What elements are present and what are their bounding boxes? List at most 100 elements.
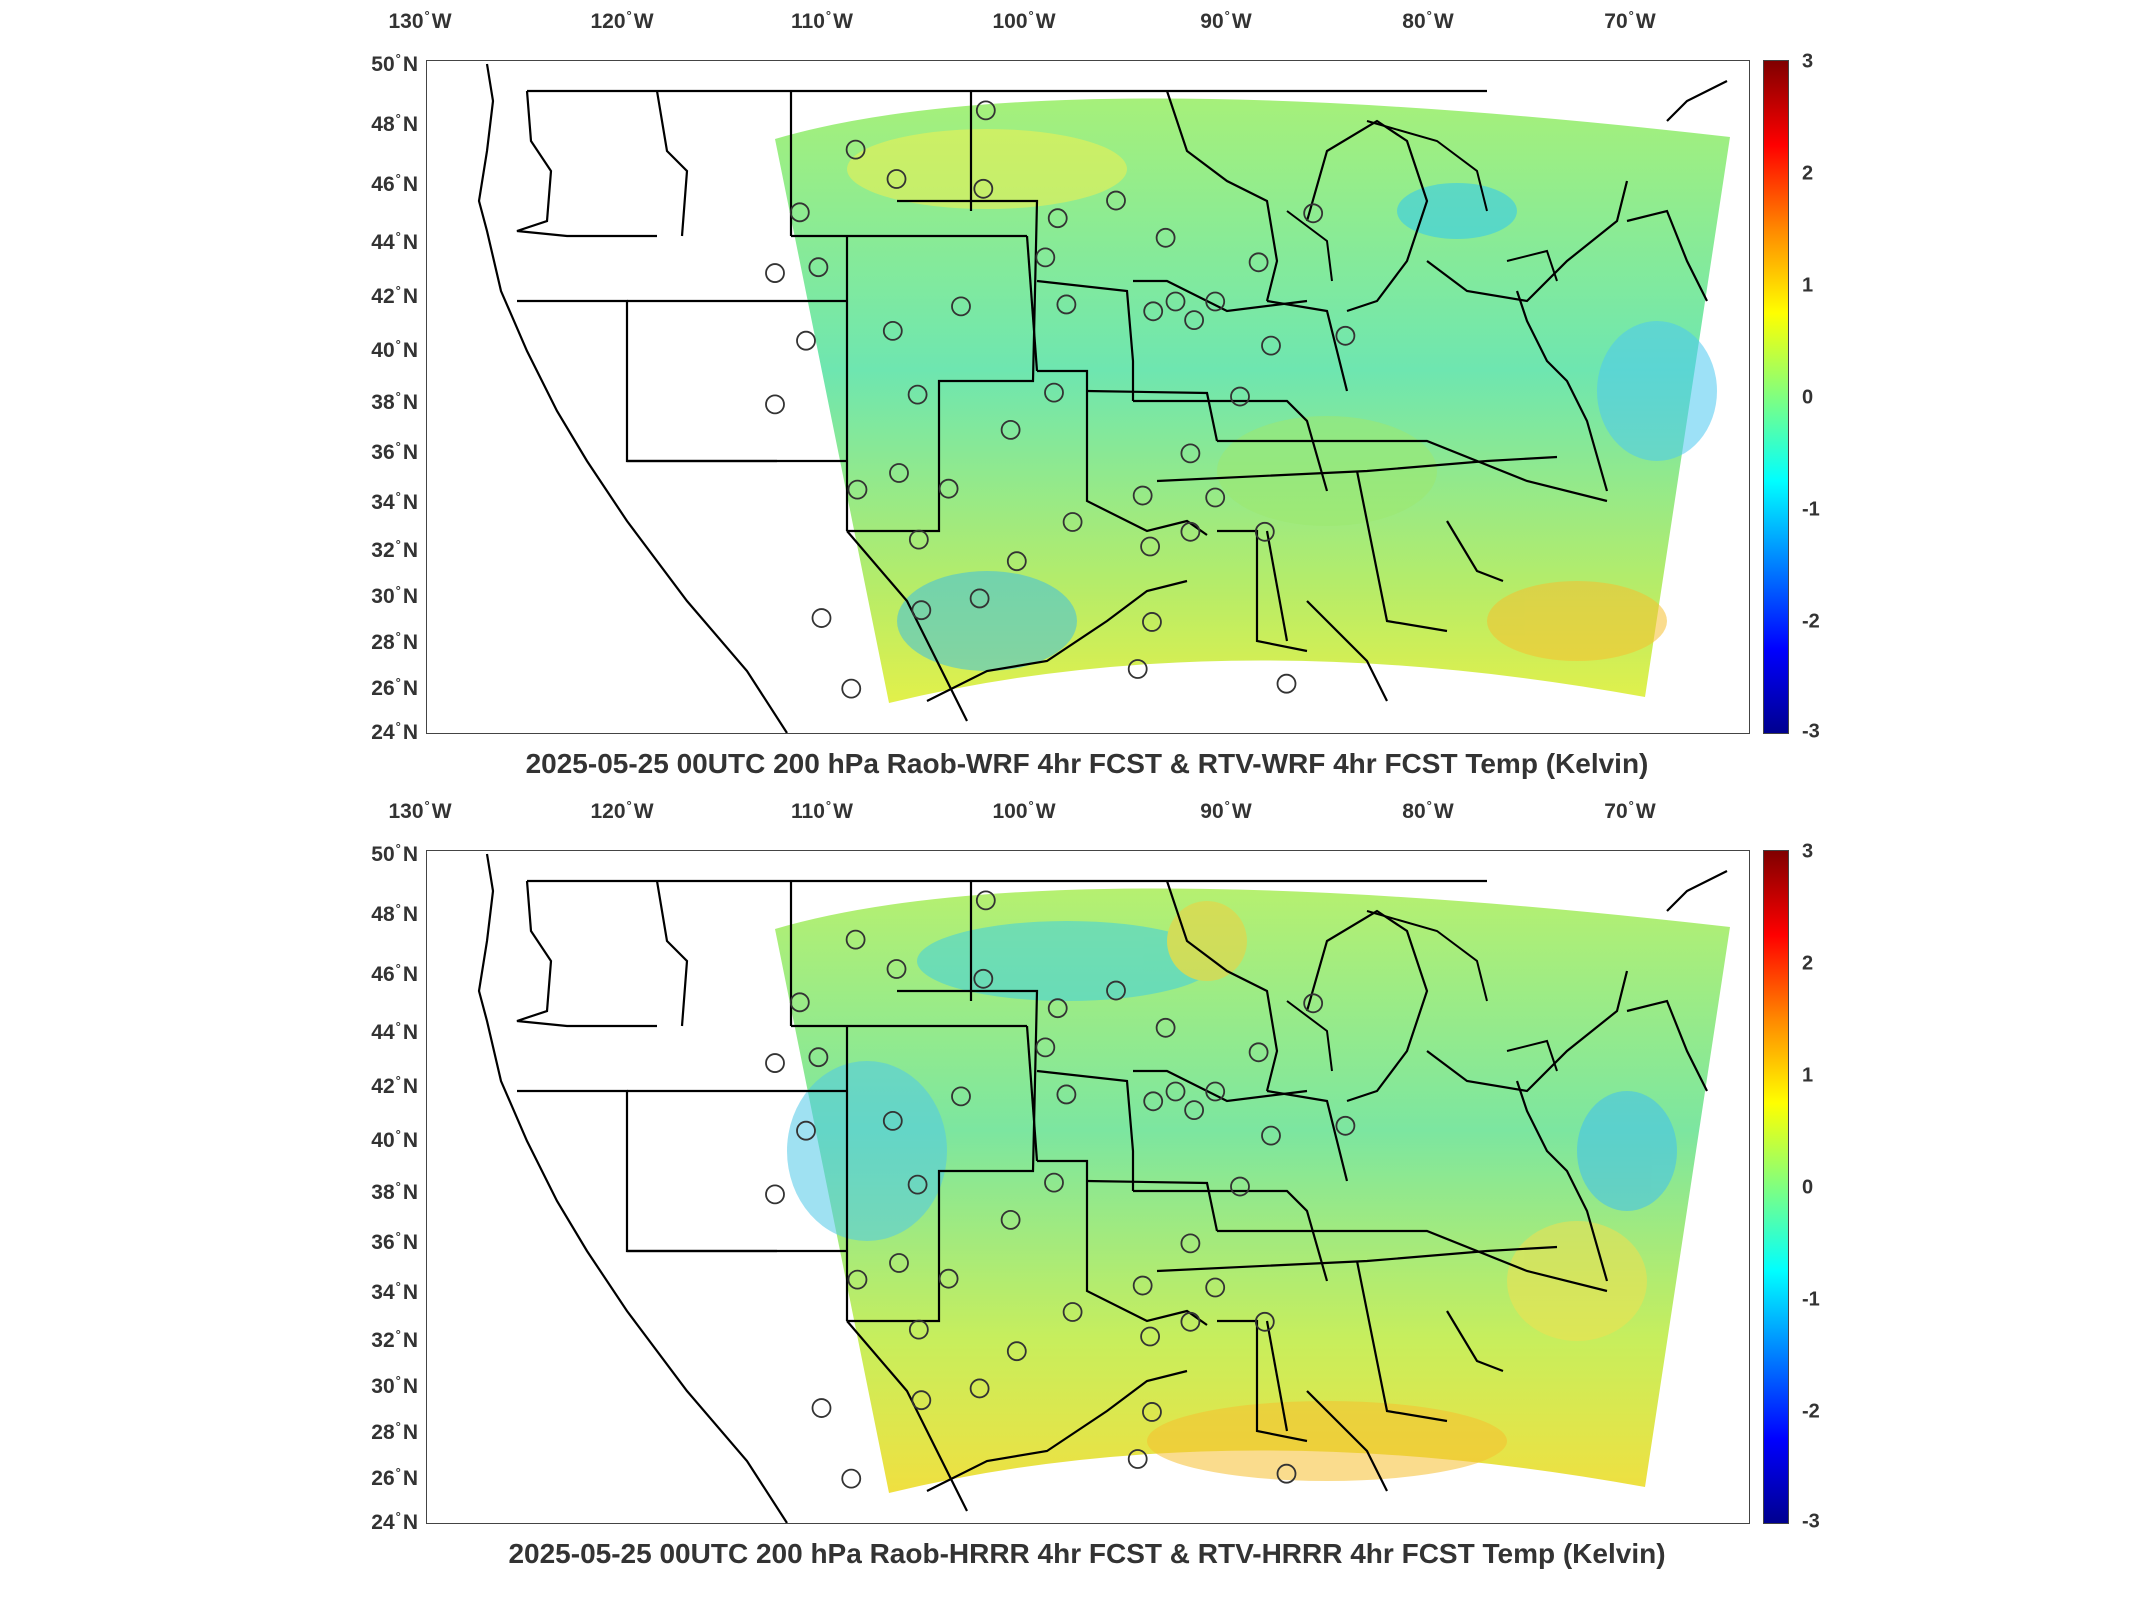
station-marker [1230,386,1250,407]
lat-label: 26°N [371,1465,418,1490]
lakes [1286,910,1558,1072]
station-marker [1180,443,1201,464]
colorbar-tick: -1 [1802,1288,1820,1311]
station-marker [1184,1100,1205,1121]
station-marker [1044,382,1064,403]
colorbar-tick: 1 [1802,1064,1814,1087]
station-marker [886,959,907,979]
colorbar-tick: 1 [1802,274,1814,297]
colorbar-tick: 0 [1802,386,1814,409]
station-marker [1106,190,1126,211]
panel-title: 2025-05-25 00UTC 200 hPa Raob-HRRR 4hr F… [508,1538,1666,1569]
lat-label: 30°N [371,583,418,608]
station-marker [1142,612,1162,632]
station-marker [1035,247,1056,268]
colorbar-tick: -3 [1802,1510,1820,1533]
raob-stations [765,100,1356,699]
map-panel-hrrr: 130°W 120°W 110°W 100°W 90°W 80°W 70°W 5… [0,790,2133,1580]
lat-label: 46°N [371,171,418,196]
station-marker [1230,1176,1250,1197]
lat-label: 38°N [371,1179,418,1204]
station-marker [882,320,903,341]
lat-label: 42°N [371,1073,418,1098]
station-marker [1056,294,1077,315]
station-marker [1047,208,1068,229]
lat-label: 34°N [371,1279,418,1304]
station-marker [889,463,909,483]
station-marker [969,588,990,609]
lat-label: 30°N [371,1373,418,1398]
station-marker [1184,310,1205,331]
lon-label: 100°W [992,8,1056,33]
lat-label: 24°N [371,1509,418,1534]
lat-label: 42°N [371,283,418,308]
station-marker [1303,993,1324,1014]
state-boundaries [477,853,1728,1523]
lat-label: 28°N [371,629,418,654]
station-marker [1056,1084,1077,1105]
lat-label: 28°N [371,1419,418,1444]
station-marker [808,257,829,278]
lon-label: 120°W [590,798,654,823]
station-marker [911,600,932,621]
station-marker [796,1120,816,1141]
lat-label: 44°N [371,1019,418,1044]
lat-label: 36°N [371,439,418,464]
station-marker [1132,485,1153,506]
colorbar-tick: 3 [1802,840,1814,863]
colorbar-tick: 2 [1802,952,1814,975]
station-marker [1044,1172,1064,1193]
station-marker [908,1319,929,1340]
station-marker [789,202,810,223]
state-boundaries [477,63,1728,733]
station-marker [765,394,785,415]
station-marker [882,1110,903,1131]
lat-label: 40°N [371,1127,418,1152]
station-marker [975,100,996,121]
station-marker [1132,1275,1153,1296]
station-marker [1248,1042,1269,1063]
station-marker [911,1390,932,1411]
station-marker [845,139,866,160]
station-marker [841,1468,862,1489]
lon-label: 80°W [1402,8,1454,33]
station-marker [789,992,810,1013]
station-marker [765,1053,785,1073]
colorbar-tick: 3 [1802,50,1814,73]
colorbar-tick: -3 [1802,720,1820,743]
colorbar [1763,60,1789,734]
station-marker [1276,1463,1297,1484]
station-marker [1165,291,1186,312]
lon-label: 70°W [1604,798,1656,823]
station-marker [1000,1209,1021,1230]
lon-label: 130°W [388,8,452,33]
station-marker [847,479,868,500]
station-marker [907,384,928,405]
station-marker [1143,301,1164,322]
station-marker [1000,419,1021,440]
station-marker [1205,291,1226,312]
station-marker [1106,980,1126,1001]
station-marker [811,608,832,628]
colorbar-tick: 0 [1802,1176,1814,1199]
colorbar-tick: -2 [1802,1400,1820,1423]
station-marker [1047,998,1068,1019]
colorbar-tick: -2 [1802,610,1820,633]
raob-stations [765,890,1356,1489]
panel-title: 2025-05-25 00UTC 200 hPa Raob-WRF 4hr FC… [525,748,1649,779]
lat-label: 46°N [371,961,418,986]
station-marker [1205,1277,1226,1298]
lat-label: 50°N [371,841,418,866]
station-marker [908,529,929,550]
map-canvas [477,63,1730,733]
lon-label: 80°W [1402,798,1454,823]
station-marker [1143,1091,1164,1112]
station-marker [1303,203,1324,224]
station-marker [765,1184,785,1205]
station-marker [1254,521,1275,542]
lat-label: 38°N [371,389,418,414]
lat-label: 32°N [371,537,418,562]
lon-label: 100°W [992,798,1056,823]
station-marker [951,296,971,317]
station-marker [889,1253,909,1273]
